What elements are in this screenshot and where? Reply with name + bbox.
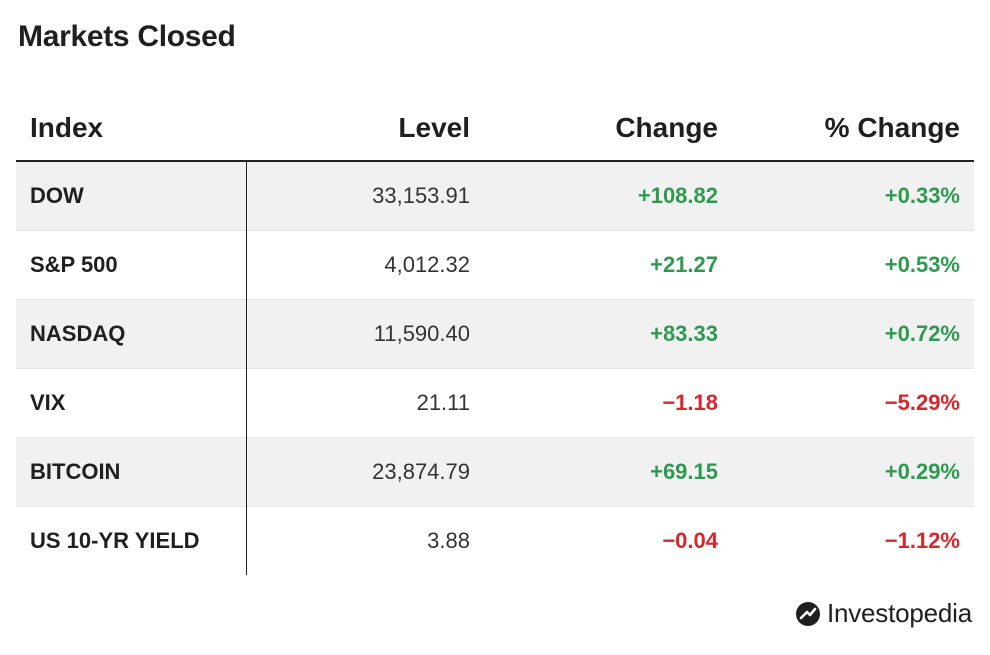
index-name: VIX bbox=[30, 390, 66, 415]
index-name: S&P 500 bbox=[30, 252, 118, 277]
table-row: DOW 33,153.91 +108.82 +0.33% bbox=[16, 162, 974, 231]
index-pct-change: +0.53% bbox=[884, 252, 960, 277]
page-title: Markets Closed bbox=[18, 20, 236, 53]
index-change: +108.82 bbox=[637, 183, 718, 208]
column-header-pct-change: % Change bbox=[824, 112, 960, 143]
table-body: DOW 33,153.91 +108.82 +0.33% S&P 500 4,0… bbox=[16, 162, 974, 575]
brand-name: Investopedia bbox=[826, 598, 972, 628]
index-name: DOW bbox=[30, 183, 84, 208]
index-pct-change: +0.33% bbox=[884, 183, 960, 208]
index-change: −0.04 bbox=[662, 528, 718, 553]
column-header-change: Change bbox=[615, 112, 718, 143]
index-level: 23,874.79 bbox=[372, 459, 470, 484]
investopedia-logo-icon bbox=[795, 601, 820, 626]
index-change: −1.18 bbox=[662, 390, 718, 415]
column-header-level: Level bbox=[398, 112, 470, 143]
index-column-divider bbox=[246, 162, 247, 575]
markets-table: Index Level Change % Change DOW 33,153.9… bbox=[16, 96, 974, 575]
table-row: BITCOIN 23,874.79 +69.15 +0.29% bbox=[16, 438, 974, 507]
index-change: +69.15 bbox=[650, 459, 718, 484]
index-pct-change: −5.29% bbox=[884, 390, 960, 415]
index-level: 11,590.40 bbox=[373, 321, 470, 346]
index-name: US 10-YR YIELD bbox=[30, 528, 200, 553]
table-row: NASDAQ 11,590.40 +83.33 +0.72% bbox=[16, 300, 974, 369]
index-name: NASDAQ bbox=[30, 321, 126, 346]
index-pct-change: +0.72% bbox=[884, 321, 960, 346]
index-pct-change: −1.12% bbox=[884, 528, 960, 553]
table-header: Index Level Change % Change bbox=[16, 96, 974, 162]
index-level: 3.88 bbox=[427, 528, 470, 553]
index-pct-change: +0.29% bbox=[884, 459, 960, 484]
index-level: 21.11 bbox=[416, 390, 470, 415]
index-level: 4,012.32 bbox=[384, 252, 470, 277]
table-row: VIX 21.11 −1.18 −5.29% bbox=[16, 369, 974, 438]
brand: Investopedia bbox=[795, 598, 972, 629]
column-header-index: Index bbox=[30, 112, 104, 143]
table-row: S&P 500 4,012.32 +21.27 +0.53% bbox=[16, 231, 974, 300]
index-change: +21.27 bbox=[650, 252, 718, 277]
index-level: 33,153.91 bbox=[372, 183, 470, 208]
index-change: +83.33 bbox=[650, 321, 718, 346]
table-row: US 10-YR YIELD 3.88 −0.04 −1.12% bbox=[16, 507, 974, 575]
index-name: BITCOIN bbox=[30, 459, 121, 484]
